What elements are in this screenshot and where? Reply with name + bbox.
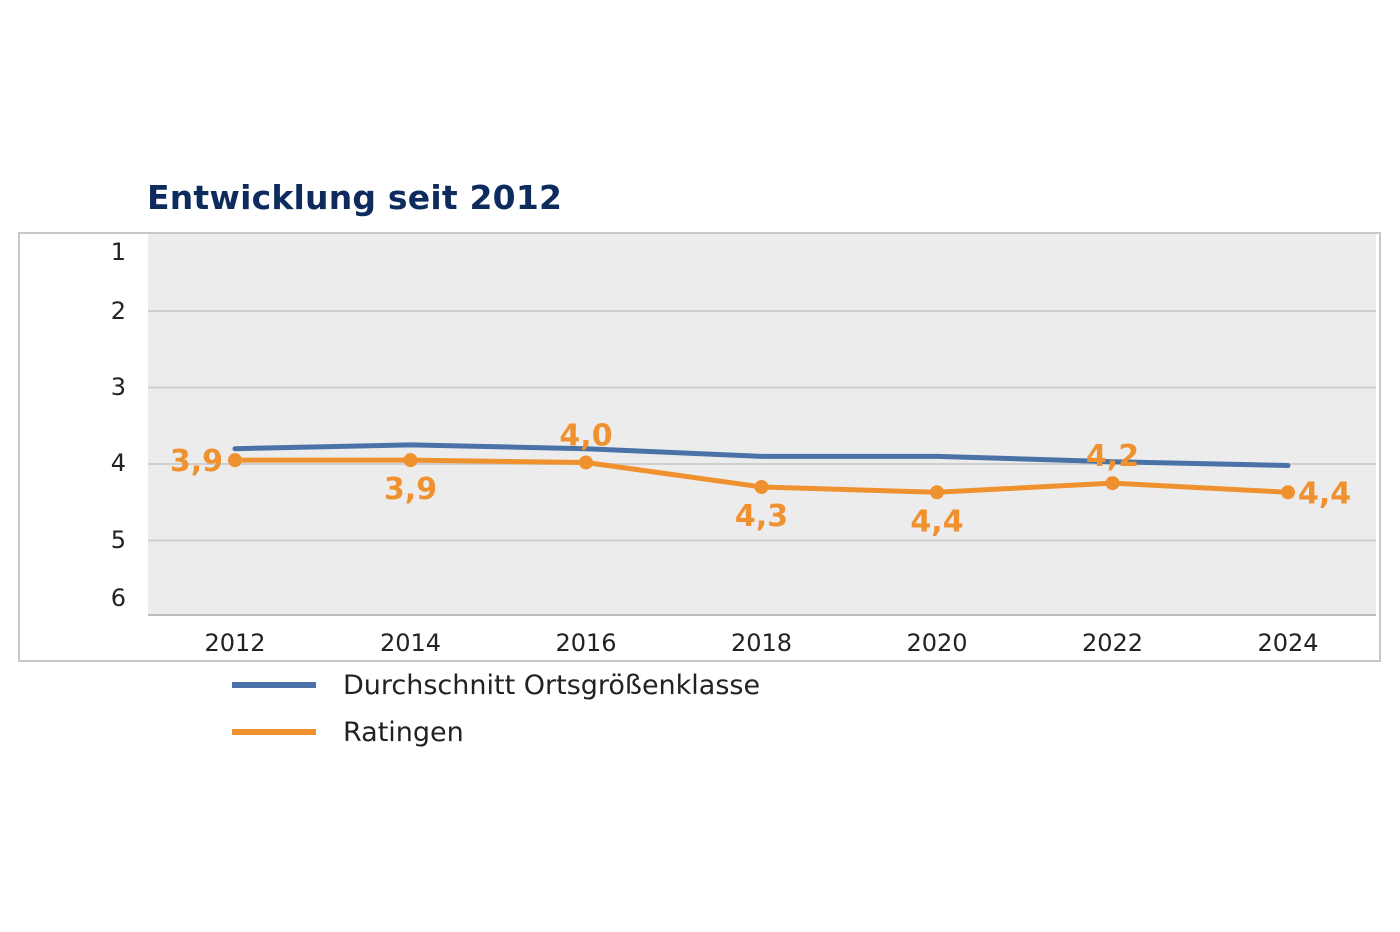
data-point xyxy=(228,453,242,468)
y-tick-label: 1 xyxy=(111,238,126,266)
data-label: 4,3 xyxy=(735,499,788,534)
data-point xyxy=(403,453,418,468)
legend-label: Durchschnitt Ortsgrößenklasse xyxy=(343,670,760,701)
plot-area xyxy=(148,234,1376,615)
data-label: 4,4 xyxy=(910,504,963,539)
y-tick-label: 5 xyxy=(111,526,126,554)
x-tick-label: 2016 xyxy=(555,629,616,657)
legend: Durchschnitt Ortsgrößenklasse Ratingen xyxy=(232,670,760,748)
chart-title: Entwicklung seit 2012 xyxy=(147,178,563,217)
data-label: 4,4 xyxy=(1298,476,1351,511)
series-line-1 xyxy=(232,442,1291,469)
y-tick-label: 4 xyxy=(111,449,126,477)
y-tick-label: 2 xyxy=(111,297,126,325)
y-tick-label: 6 xyxy=(111,584,126,612)
data-label: 4,2 xyxy=(1086,439,1139,474)
x-axis-ticks: 2012 2014 2016 2018 2020 2022 2024 xyxy=(204,629,1318,657)
data-label: 3,9 xyxy=(170,444,223,479)
legend-label: Ratingen xyxy=(343,717,464,748)
y-axis-ticks: 1 2 3 4 5 6 xyxy=(111,238,126,612)
data-point xyxy=(1281,485,1295,500)
x-tick-label: 2024 xyxy=(1257,629,1318,657)
series-layer xyxy=(228,442,1295,500)
y-tick-label: 3 xyxy=(111,373,126,401)
data-point xyxy=(930,485,944,500)
x-tick-label: 2012 xyxy=(204,629,265,657)
data-point xyxy=(754,479,769,494)
x-tick-label: 2022 xyxy=(1082,629,1143,657)
data-label: 4,0 xyxy=(559,418,612,453)
x-tick-label: 2018 xyxy=(731,629,792,657)
data-point xyxy=(1105,476,1120,491)
data-label: 3,9 xyxy=(384,472,437,507)
x-tick-label: 2020 xyxy=(906,629,967,657)
data-point xyxy=(579,455,593,470)
data-labels: 3,9 3,9 4,0 4,3 4,4 4,2 4,4 xyxy=(170,418,1351,539)
x-tick-label: 2014 xyxy=(380,629,441,657)
